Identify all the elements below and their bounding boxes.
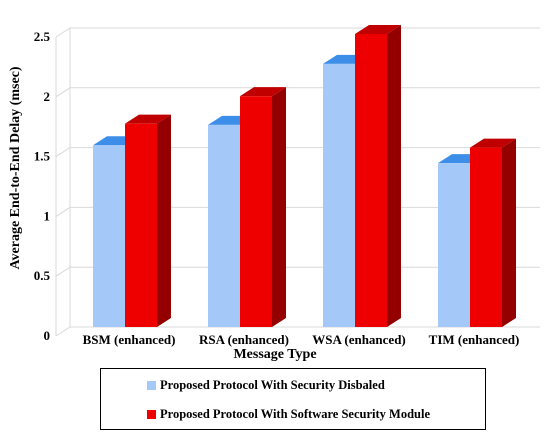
bar-software-security-0 (125, 114, 171, 328)
legend: Proposed Protocol With Security Disbaled… (100, 368, 486, 430)
bar-side (272, 87, 286, 327)
bar-side (502, 138, 516, 327)
gridline (55, 27, 540, 38)
gridline (55, 87, 540, 98)
bar-side (157, 114, 171, 328)
x-tick-label: TIM (enhanced) (429, 332, 520, 347)
bar-side (387, 24, 401, 327)
legend-swatch-blue (147, 381, 156, 390)
legend-item-security-disabled: Proposed Protocol With Security Disbaled (147, 378, 385, 393)
bar-front (125, 123, 157, 328)
legend-swatch-red (147, 410, 156, 419)
bar-front (470, 147, 502, 327)
x-tick-label: WSA (enhanced) (312, 332, 406, 347)
y-tick-label: 2 (44, 89, 51, 104)
bar-top (355, 24, 401, 34)
bar-front (438, 163, 470, 327)
bars (93, 24, 516, 328)
bar-software-security-1 (240, 87, 286, 327)
bar-top (125, 114, 171, 124)
bar-front (93, 145, 125, 327)
y-tick-label: 0 (44, 328, 51, 343)
y-axis-title: Average End-to-End Delay (msec) (8, 66, 23, 269)
bar-top (240, 87, 286, 97)
legend-label: Proposed Protocol With Security Disbaled (160, 378, 385, 392)
legend-item-software-security: Proposed Protocol With Software Security… (147, 407, 430, 422)
bar-software-security-2 (355, 24, 401, 327)
x-tick-label: RSA (enhanced) (199, 332, 289, 347)
legend-label: Proposed Protocol With Software Security… (160, 407, 431, 421)
y-tick-label: 1.5 (34, 149, 51, 164)
y-tick-label: 0.5 (34, 268, 51, 283)
x-tick-label: BSM (enhanced) (83, 332, 176, 347)
x-tick-labels: BSM (enhanced) RSA (enhanced) WSA (enhance… (83, 332, 520, 347)
y-tick-label: 2.5 (34, 29, 51, 44)
bar-software-security-3 (470, 138, 516, 327)
bar-front (208, 124, 240, 327)
y-tick-label: 1 (44, 208, 51, 223)
bar-front (240, 96, 272, 327)
bar-top (470, 138, 516, 148)
bar-front (355, 33, 387, 327)
bar-front (323, 63, 355, 327)
y-tick-labels: 0 0.5 1 1.5 2 2.5 (34, 29, 51, 343)
x-axis-title: Message Type (233, 347, 316, 362)
gridlines (55, 27, 540, 337)
